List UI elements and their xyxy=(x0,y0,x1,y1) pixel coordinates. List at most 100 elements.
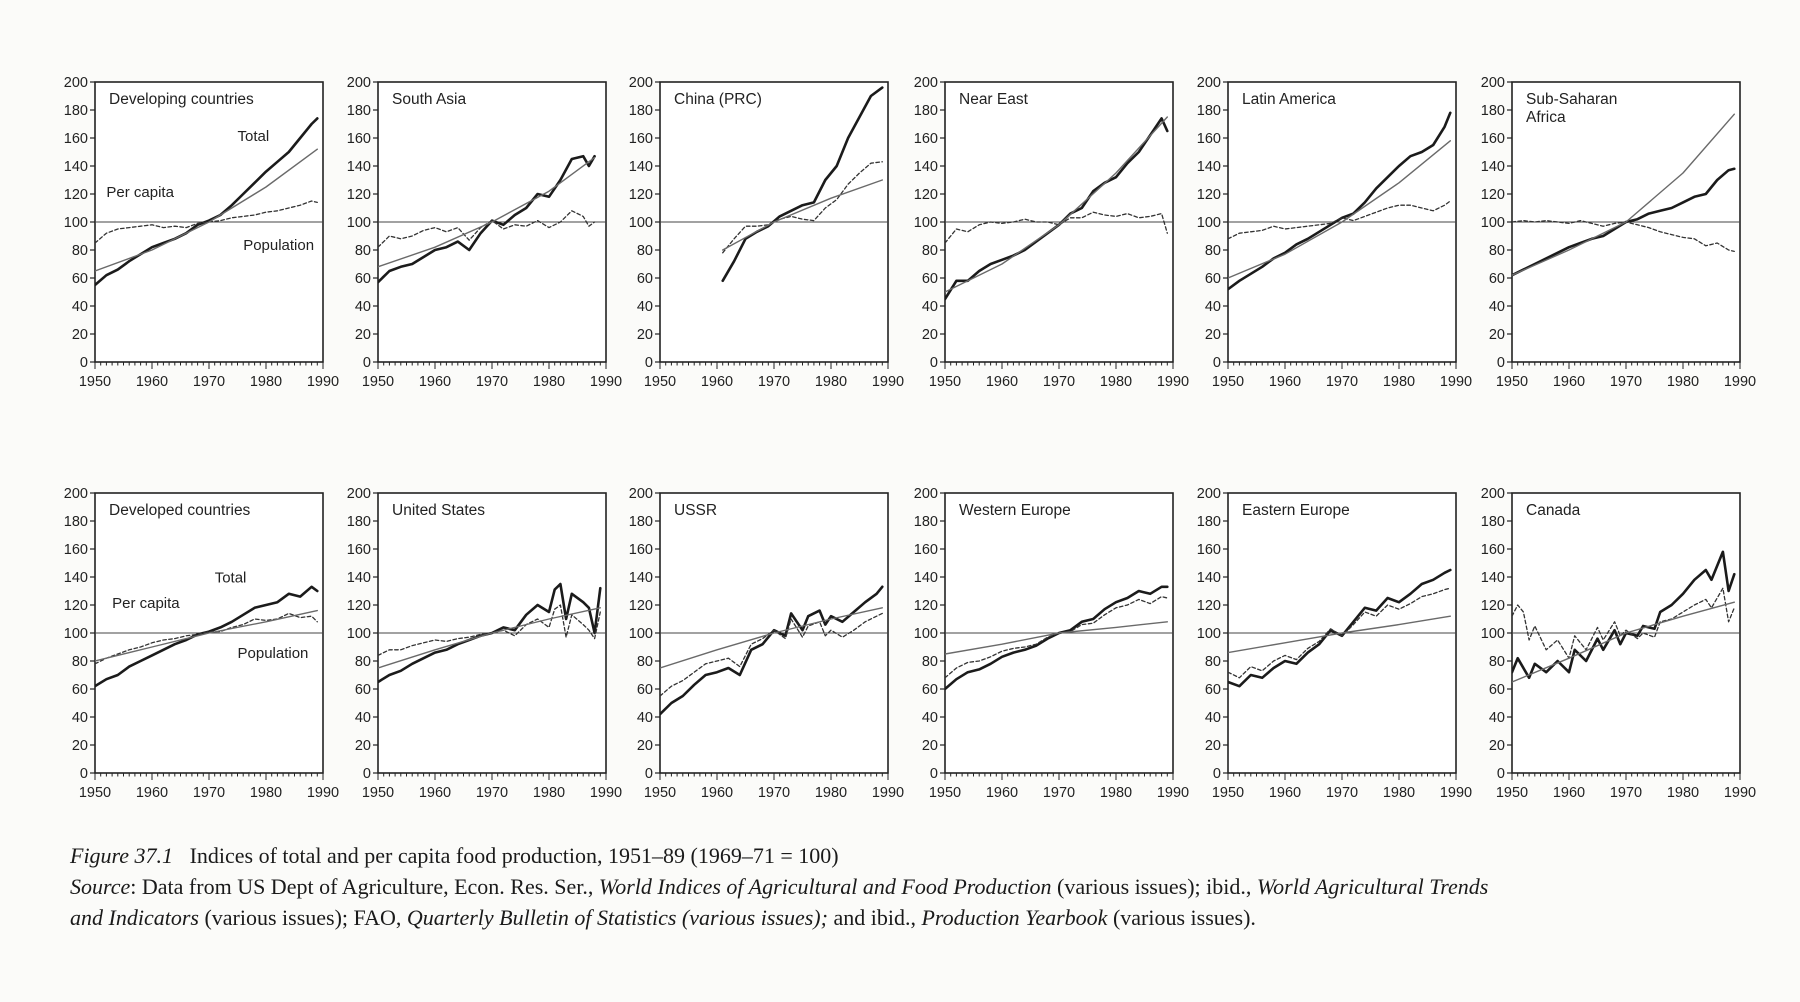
x-tick-label: 1980 xyxy=(1100,785,1132,801)
y-tick-label: 140 xyxy=(629,570,653,586)
y-tick-label: 80 xyxy=(355,654,371,670)
x-tick-label: 1990 xyxy=(1724,374,1756,390)
x-tick-label: 1980 xyxy=(1100,374,1132,390)
x-tick-label: 1950 xyxy=(929,785,961,801)
y-tick-label: 60 xyxy=(355,271,371,287)
series-population xyxy=(1228,615,1451,654)
panel-title: Canada xyxy=(1526,502,1581,519)
y-tick-label: 0 xyxy=(645,355,653,371)
figure-panels: 0 20 40 60 80 100 120 140 160 180 200 1950 1960 1970 1… xyxy=(64,75,1756,801)
panel-developing-countries: 0 20 40 60 80 100 120 140 160 180 200 1950 1960 1970 1… xyxy=(64,75,339,390)
y-tick-label: 140 xyxy=(347,570,371,586)
y-tick-label: 160 xyxy=(1197,542,1221,558)
y-tick-label: 140 xyxy=(347,159,371,175)
panel-western-europe: 0 20 40 60 80 100 120 140 160 180 200 1950 1960 1970 1… xyxy=(914,486,1189,801)
y-tick-label: 80 xyxy=(72,654,88,670)
y-tick-label: 0 xyxy=(1497,766,1505,782)
y-tick-label: 180 xyxy=(1197,103,1221,119)
y-tick-label: 200 xyxy=(629,486,653,502)
y-tick-label: 40 xyxy=(72,710,88,726)
y-tick-label: 0 xyxy=(1213,766,1221,782)
y-tick-label: 60 xyxy=(1489,682,1505,698)
x-tick-label: 1980 xyxy=(250,785,282,801)
y-tick-label: 20 xyxy=(1489,738,1505,754)
y-tick-label: 180 xyxy=(1481,514,1505,530)
x-tick-label: 1990 xyxy=(307,785,339,801)
y-tick-label: 160 xyxy=(914,542,938,558)
y-tick-label: 20 xyxy=(72,327,88,343)
y-tick-label: 60 xyxy=(1205,682,1221,698)
x-tick-label: 1970 xyxy=(1326,374,1358,390)
y-tick-label: 180 xyxy=(1481,103,1505,119)
x-tick-label: 1960 xyxy=(1269,374,1301,390)
x-tick-label: 1990 xyxy=(1724,785,1756,801)
figure-number: Figure 37.1 xyxy=(70,843,174,868)
y-tick-label: 60 xyxy=(355,682,371,698)
x-tick-label: 1950 xyxy=(1496,785,1528,801)
series-population xyxy=(722,179,883,251)
annotation-total: Total xyxy=(215,570,247,587)
x-tick-label: 1950 xyxy=(1496,374,1528,390)
y-tick-label: 140 xyxy=(629,159,653,175)
panel-china-prc: 0 20 40 60 80 100 120 140 160 180 200 1950 1960 1970 1… xyxy=(629,75,904,390)
series-per-capita xyxy=(1228,200,1451,240)
panel-title: United States xyxy=(392,502,485,519)
panel-title: Developing countries xyxy=(109,91,254,108)
x-tick-label: 1950 xyxy=(79,785,111,801)
y-tick-label: 40 xyxy=(1489,710,1505,726)
source-text-3: (various issues); FAO, xyxy=(198,905,407,930)
panel-title: Near East xyxy=(959,91,1029,108)
y-tick-label: 0 xyxy=(80,355,88,371)
y-tick-label: 80 xyxy=(637,243,653,259)
x-tick-label: 1990 xyxy=(1440,374,1472,390)
y-tick-label: 140 xyxy=(914,159,938,175)
series-total xyxy=(95,585,319,688)
y-tick-label: 160 xyxy=(629,542,653,558)
x-tick-label: 1950 xyxy=(644,374,676,390)
x-tick-label: 1970 xyxy=(476,374,508,390)
panel-latin-america: 0 20 40 60 80 100 120 140 160 180 200 1950 1960 1970 1… xyxy=(1197,75,1472,390)
y-tick-label: 140 xyxy=(1197,159,1221,175)
y-tick-label: 120 xyxy=(914,187,938,203)
y-tick-label: 60 xyxy=(1489,271,1505,287)
panel-developed-countries: 0 20 40 60 80 100 120 140 160 180 200 1950 1960 1970 1… xyxy=(64,486,339,801)
y-tick-label: 200 xyxy=(1481,75,1505,91)
x-tick-label: 1970 xyxy=(193,374,225,390)
series-per-capita xyxy=(95,612,318,665)
x-tick-label: 1970 xyxy=(1610,374,1642,390)
y-tick-label: 20 xyxy=(1205,327,1221,343)
x-tick-label: 1980 xyxy=(533,785,565,801)
y-tick-label: 120 xyxy=(914,598,938,614)
y-tick-label: 160 xyxy=(1481,542,1505,558)
y-tick-label: 20 xyxy=(1205,738,1221,754)
series-per-capita xyxy=(1228,587,1451,679)
y-tick-label: 0 xyxy=(1213,355,1221,371)
y-tick-label: 180 xyxy=(347,514,371,530)
y-tick-label: 80 xyxy=(355,243,371,259)
y-tick-label: 160 xyxy=(347,542,371,558)
series-per-capita xyxy=(378,210,596,248)
y-tick-label: 120 xyxy=(1481,187,1505,203)
y-tick-label: 160 xyxy=(1481,131,1505,147)
y-tick-label: 0 xyxy=(930,766,938,782)
y-tick-label: 40 xyxy=(355,710,371,726)
y-tick-label: 120 xyxy=(347,187,371,203)
y-tick-label: 0 xyxy=(645,766,653,782)
y-tick-label: 100 xyxy=(1197,626,1221,642)
y-tick-label: 180 xyxy=(629,103,653,119)
y-tick-label: 80 xyxy=(1489,243,1505,259)
x-tick-label: 1960 xyxy=(701,785,733,801)
y-tick-label: 80 xyxy=(637,654,653,670)
y-tick-label: 40 xyxy=(637,710,653,726)
x-tick-label: 1970 xyxy=(1610,785,1642,801)
x-tick-label: 1980 xyxy=(815,374,847,390)
series-total xyxy=(721,86,884,283)
source-text-2: (various issues); ibid., xyxy=(1051,874,1257,899)
panel-title: Sub-Saharan Africa xyxy=(1526,91,1617,126)
panel-title: Eastern Europe xyxy=(1242,502,1350,519)
y-tick-label: 160 xyxy=(347,131,371,147)
y-tick-label: 120 xyxy=(629,598,653,614)
x-tick-label: 1950 xyxy=(1212,374,1244,390)
y-tick-label: 140 xyxy=(1481,570,1505,586)
